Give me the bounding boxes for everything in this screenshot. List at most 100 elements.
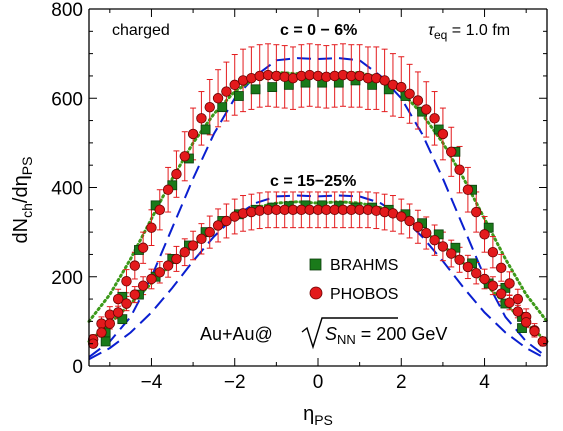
phobos-point	[187, 128, 199, 140]
phobos-point	[121, 276, 132, 287]
phobos-point	[212, 220, 224, 231]
phobos-point	[187, 240, 199, 251]
phobos-point	[204, 101, 215, 113]
x-tick-label: 2	[396, 372, 407, 393]
phobos-point	[171, 253, 182, 265]
peripheral-label: c = 15−25%	[270, 173, 356, 190]
phobos-point	[129, 289, 141, 300]
phobos-point	[454, 164, 465, 175]
phobos-point	[229, 79, 240, 91]
legend-marker-brahms	[309, 258, 322, 271]
phobos-point	[479, 273, 490, 285]
phobos-point	[121, 298, 132, 309]
phobos-point	[146, 222, 157, 233]
brahms-point	[200, 124, 211, 135]
phobos-point	[96, 327, 107, 338]
phobos-point	[404, 88, 415, 99]
phobos-point	[112, 293, 124, 305]
dashed-curve-0	[88, 57, 548, 358]
phobos-point	[487, 247, 499, 258]
phobos-point	[446, 146, 457, 158]
phobos-point	[471, 267, 482, 279]
phobos-point	[537, 336, 549, 347]
phobos-point	[196, 233, 207, 245]
phobos-point	[171, 168, 182, 180]
phobos-point	[504, 278, 515, 289]
axis-ticks: −4 −2 0 2 4 0 200 400 600 800	[51, 0, 547, 393]
phobos-point	[129, 260, 141, 271]
y-tick-label: 0	[72, 357, 83, 378]
phobos-point	[179, 247, 190, 258]
phobos-point	[496, 288, 507, 299]
phobos-point	[412, 95, 424, 106]
x-tick-label: −2	[224, 372, 246, 393]
phobos-point	[396, 81, 407, 93]
phobos-point	[179, 151, 190, 162]
y-tick-label: 800	[51, 0, 83, 21]
phobos-point	[504, 297, 515, 308]
brahms-point	[100, 336, 111, 347]
phobos-point	[529, 325, 540, 337]
brahms-point	[250, 84, 261, 95]
phobos-point	[429, 113, 440, 124]
phobos-point	[196, 113, 207, 124]
phobos-point	[221, 86, 232, 97]
x-axis-title: ηPS	[303, 403, 333, 428]
phobos-point	[146, 273, 157, 285]
data-points	[87, 69, 549, 349]
legend: BRAHMS PHOBOS	[309, 257, 398, 303]
phobos-point	[454, 254, 465, 265]
phobos-point	[496, 262, 507, 274]
phobos-point	[479, 229, 490, 240]
phobos-point	[162, 260, 174, 271]
y-axis-title: dNch/dηPS	[10, 157, 35, 244]
sqrt-symbol	[301, 317, 398, 350]
phobos-point	[487, 280, 499, 291]
phobos-point	[421, 104, 432, 115]
y-tick-label: 600	[51, 89, 83, 110]
phobos-point	[512, 306, 524, 317]
svg-text:SNN = 200 GeV: SNN = 200 GeV	[325, 324, 447, 347]
brahms-point	[217, 102, 228, 113]
system-label: Au+Au@ SNN = 200 GeV	[200, 317, 447, 350]
phobos-point	[204, 226, 215, 238]
phobos-point	[221, 215, 232, 227]
phobos-point	[421, 227, 432, 239]
central-label: c = 0 − 6%	[280, 22, 357, 39]
phobos-point	[404, 215, 415, 227]
tau-label: τeq = 1.0 fm	[428, 22, 510, 42]
brahms-point	[267, 82, 278, 92]
phobos-point	[137, 242, 149, 253]
phobos-error-bars	[90, 43, 546, 348]
phobos-point	[437, 128, 449, 140]
phobos-point	[412, 221, 424, 232]
x-tick-label: 0	[313, 372, 324, 393]
svg-text:Au+Au@: Au+Au@	[200, 324, 273, 344]
phobos-point	[396, 211, 407, 222]
phobos-point	[154, 267, 165, 278]
phobos-point	[154, 204, 165, 216]
phobos-point	[379, 75, 390, 86]
legend-marker-phobos	[309, 286, 323, 300]
phobos-point	[462, 184, 474, 195]
phobos-point	[112, 307, 124, 318]
phobos-point	[446, 248, 457, 259]
legend-label-brahms: BRAHMS	[330, 257, 398, 274]
legend-label-phobos: PHOBOS	[330, 286, 398, 303]
species-label: charged	[112, 22, 170, 39]
phobos-point	[462, 261, 474, 273]
y-tick-label: 200	[51, 268, 83, 289]
brahms-point	[233, 91, 244, 101]
x-tick-label: −4	[141, 372, 163, 393]
phobos-point	[137, 280, 149, 291]
phobos-point	[212, 93, 224, 104]
x-tick-label: 4	[479, 372, 490, 393]
y-tick-label: 400	[51, 179, 83, 200]
phobos-point	[162, 184, 174, 195]
phobos-point	[104, 318, 116, 329]
phobos-point	[429, 234, 440, 246]
phobos-point	[471, 206, 482, 218]
phobos-point	[520, 317, 532, 328]
phobos-point	[437, 241, 449, 252]
